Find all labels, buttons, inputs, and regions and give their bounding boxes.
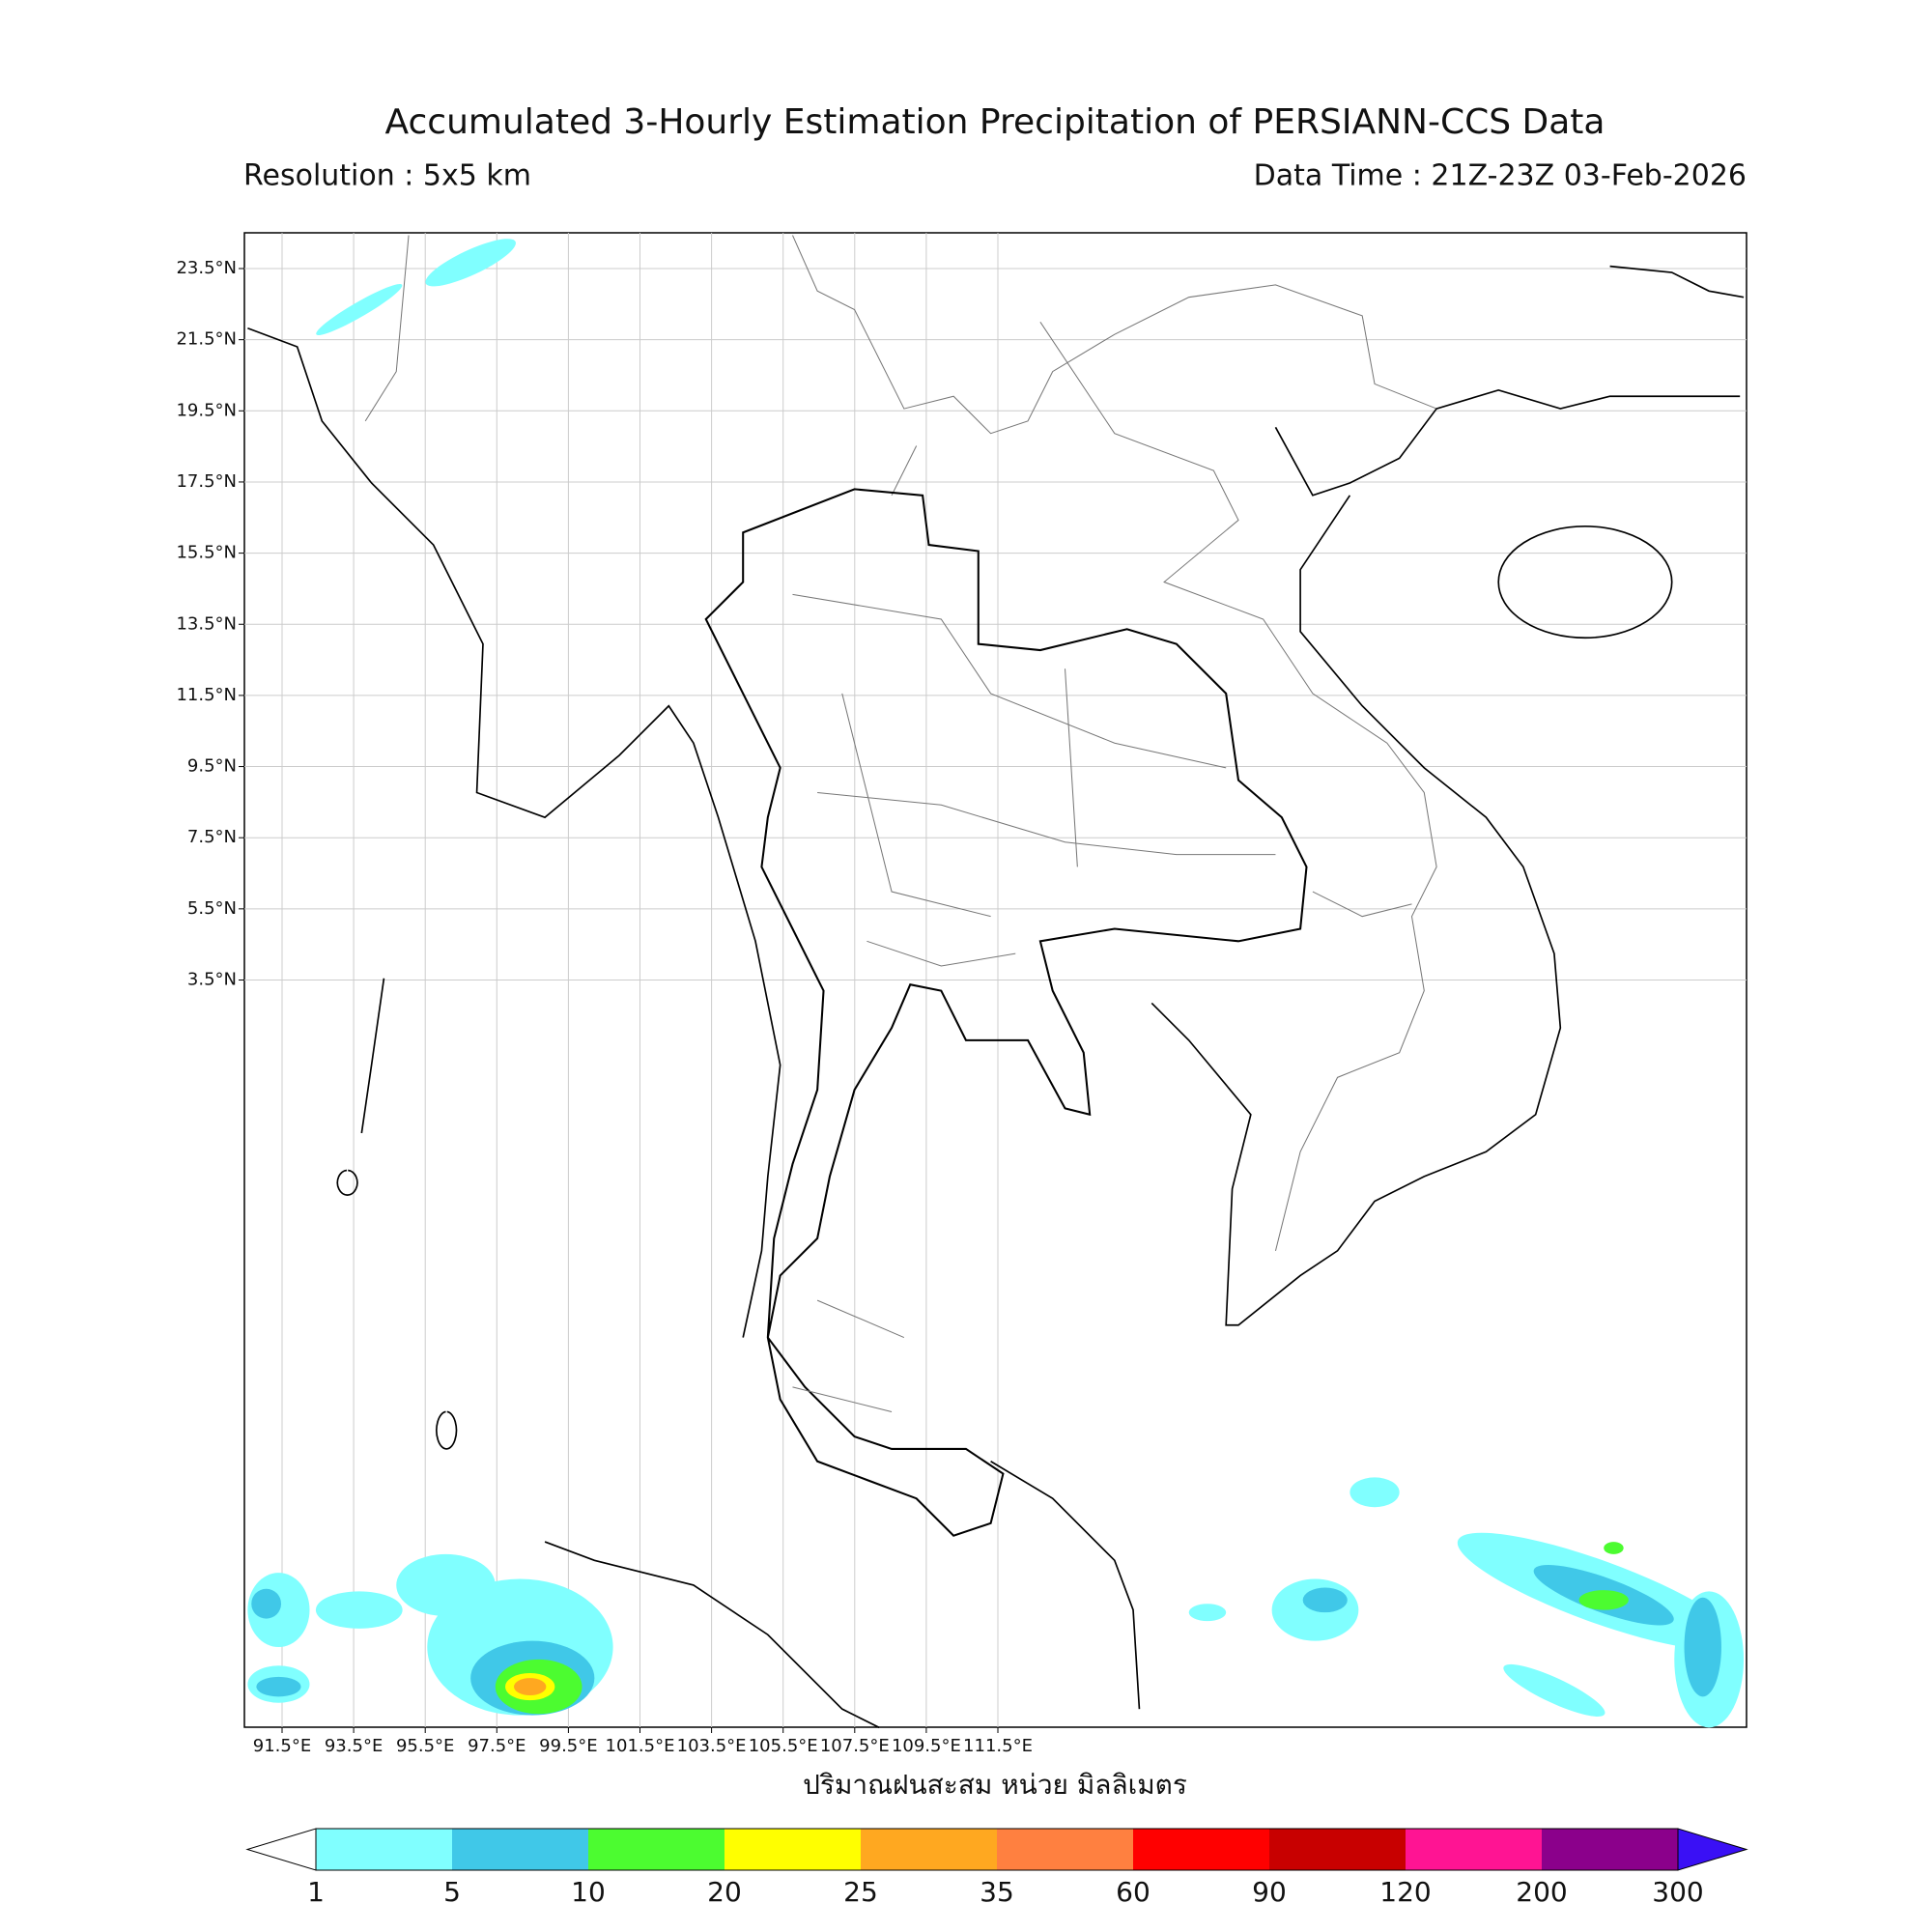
map: 23.5°N 21.5°N 19.5°N 17.5°N 15.5°N 13.5°N 11.5… xyxy=(176,232,1747,1801)
colorbar-tick-label: 35 xyxy=(980,1876,1014,1908)
country-borders xyxy=(364,235,1437,1251)
thailand-outline xyxy=(704,488,1308,1537)
lon-label: 97.5°E xyxy=(468,1736,526,1756)
x-axis-label: ปริมาณฝนสะสม หน่วย มิลลิเมตร xyxy=(803,1769,1187,1801)
lat-label: 9.5°N xyxy=(187,756,237,777)
colorbar-tick-label: 200 xyxy=(1516,1876,1567,1908)
lat-label: 7.5°N xyxy=(187,827,237,847)
colorbar-tick-label: 10 xyxy=(571,1876,606,1908)
colorbar-segment xyxy=(1133,1829,1269,1870)
colorbar-segment xyxy=(452,1829,588,1870)
lat-label: 19.5°N xyxy=(176,400,237,420)
lat-label: 15.5°N xyxy=(176,543,237,563)
lat-label: 21.5°N xyxy=(176,329,237,350)
colorbar-tick-label: 120 xyxy=(1379,1876,1431,1908)
colorbar-segment xyxy=(724,1829,861,1870)
colorbar: 1 5 10 20 25 35 60 90 120 200 300 xyxy=(245,1828,1748,1908)
colorbar-tick-label: 20 xyxy=(707,1876,742,1908)
resolution: Resolution : 5x5 km xyxy=(243,159,531,193)
colorbar-tick-label: 25 xyxy=(843,1876,878,1908)
lat-label: 17.5°N xyxy=(176,471,237,492)
colorbar-segment xyxy=(861,1829,997,1870)
colorbar-under xyxy=(245,1828,317,1871)
colorbar-tick-label: 1 xyxy=(307,1876,325,1908)
lat-label: 5.5°N xyxy=(187,898,237,919)
lon-label: 101.5°E xyxy=(606,1736,675,1756)
colorbar-tick-label: 90 xyxy=(1252,1876,1287,1908)
province-borders xyxy=(792,593,1276,1412)
lat-label: 11.5°N xyxy=(176,685,237,705)
colorbar-tick-label: 5 xyxy=(443,1876,461,1908)
lon-label: 93.5°E xyxy=(325,1736,383,1756)
colorbar-segment xyxy=(1269,1829,1406,1870)
lat-label: 3.5°N xyxy=(187,970,237,990)
title: Accumulated 3-Hourly Estimation Precipit… xyxy=(385,102,1605,142)
lon-label: 95.5°E xyxy=(396,1736,454,1756)
lon-label: 99.5°E xyxy=(539,1736,597,1756)
data-time: Data Time : 21Z-23Z 03-Feb-2026 xyxy=(1254,159,1747,193)
lon-label: 103.5°E xyxy=(677,1736,747,1756)
lon-label: 111.5°E xyxy=(963,1736,1033,1756)
lon-label: 91.5°E xyxy=(253,1736,311,1756)
geography xyxy=(247,235,1745,1729)
grid: 23.5°N 21.5°N 19.5°N 17.5°N 15.5°N 13.5°N 11.5… xyxy=(176,233,1747,1756)
colorbar-tick-label: 60 xyxy=(1116,1876,1151,1908)
colorbar-segment xyxy=(997,1829,1133,1870)
lon-label: 109.5°E xyxy=(892,1736,961,1756)
lat-label: 13.5°N xyxy=(176,613,237,634)
colorbar-segment xyxy=(1542,1829,1678,1870)
colorbar-segment xyxy=(1406,1829,1542,1870)
colorbar-over xyxy=(1677,1828,1748,1871)
lat-label: 23.5°N xyxy=(176,258,237,278)
rain-intense xyxy=(514,1678,547,1696)
hainan xyxy=(1497,526,1673,639)
lon-label: 107.5°E xyxy=(820,1736,890,1756)
colorbar-outline xyxy=(315,1828,1679,1871)
colorbar-tick-label: 300 xyxy=(1652,1876,1703,1908)
coastlines xyxy=(247,265,1745,1729)
colorbar-segment xyxy=(588,1829,724,1870)
colorbar-segment xyxy=(316,1829,452,1870)
lon-label: 105.5°E xyxy=(749,1736,818,1756)
